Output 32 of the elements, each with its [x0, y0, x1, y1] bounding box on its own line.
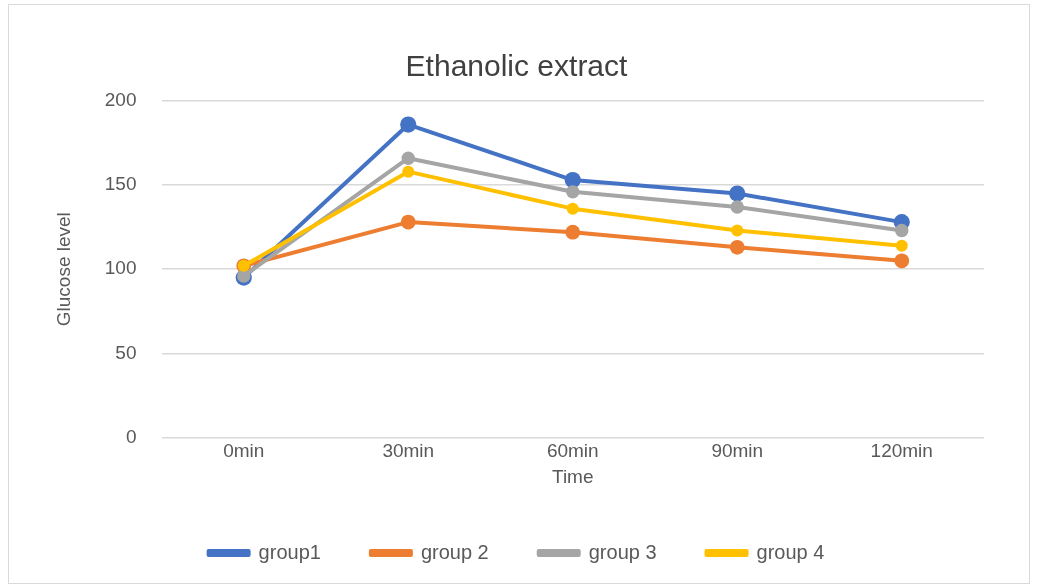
- y-tick-label: 50: [115, 341, 137, 363]
- x-tick-label: 0min: [223, 440, 265, 462]
- point: [894, 253, 910, 269]
- y-tick-label: 100: [104, 257, 137, 279]
- point: [566, 202, 579, 215]
- x-axis-title: Time: [551, 465, 594, 487]
- legend-label: group1: [258, 540, 321, 563]
- point: [564, 171, 581, 189]
- legend-label: group 2: [420, 540, 489, 563]
- point: [402, 165, 415, 178]
- point: [400, 116, 417, 133]
- x-tick-label: 90min: [711, 440, 764, 462]
- point: [401, 151, 415, 165]
- point: [895, 223, 909, 238]
- point: [731, 224, 744, 237]
- point: [729, 239, 745, 255]
- point: [730, 200, 744, 214]
- y-tick-label: 200: [104, 89, 137, 111]
- point: [400, 214, 416, 230]
- point: [566, 185, 580, 199]
- x-tick-label: 60min: [546, 440, 599, 462]
- point: [729, 185, 746, 202]
- y-tick-label: 150: [104, 173, 137, 195]
- point: [565, 224, 581, 240]
- y-axis-title: Glucose level: [52, 212, 74, 327]
- x-tick-label: 30min: [382, 440, 435, 462]
- point: [895, 239, 908, 252]
- chart-title: Ethanolic extract: [405, 49, 629, 83]
- x-tick-label: 120min: [870, 440, 933, 462]
- y-tick-label: 0: [125, 425, 137, 447]
- legend-label: group 3: [588, 540, 657, 563]
- legend-label: group 4: [756, 540, 825, 563]
